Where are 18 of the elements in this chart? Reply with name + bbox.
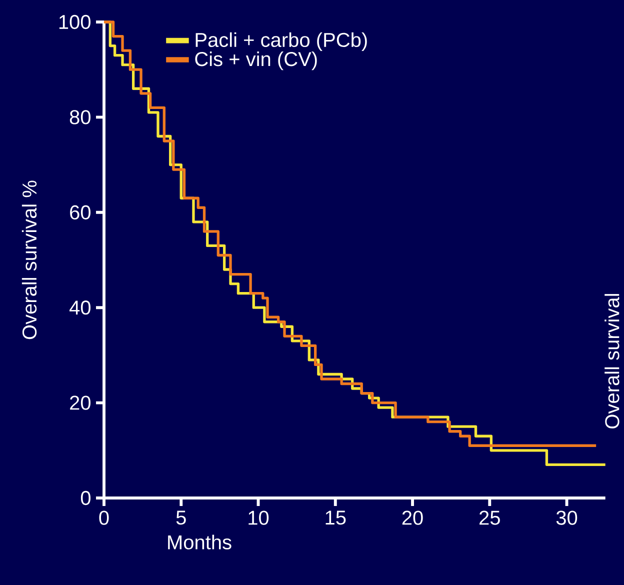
x-axis-title: Months [168, 534, 232, 550]
annotation: Overall survival [604, 294, 620, 428]
y-axis-title: Overall survival % [22, 180, 37, 340]
x-tick-label: 15 [326, 510, 346, 525]
legend-label: Cis + vin (CV) [195, 52, 317, 70]
y-tick-label: 100 [59, 14, 90, 30]
x-tick-label: 5 [176, 510, 186, 525]
legend-label: Pacli + carbo (PCb) [196, 32, 367, 51]
y-tick-label: 80 [70, 110, 90, 124]
y-tick-label: 20 [70, 396, 90, 410]
y-tick-label: 40 [70, 300, 90, 315]
x-tick-label: 30 [556, 510, 578, 525]
y-tick-label: 60 [70, 205, 90, 220]
x-tick-label: 25 [480, 510, 500, 525]
x-tick-label: 0 [99, 510, 109, 525]
x-tick-label: 20 [402, 510, 423, 525]
y-tick-label: 0 [80, 490, 90, 506]
x-tick-label: 10 [248, 510, 269, 525]
